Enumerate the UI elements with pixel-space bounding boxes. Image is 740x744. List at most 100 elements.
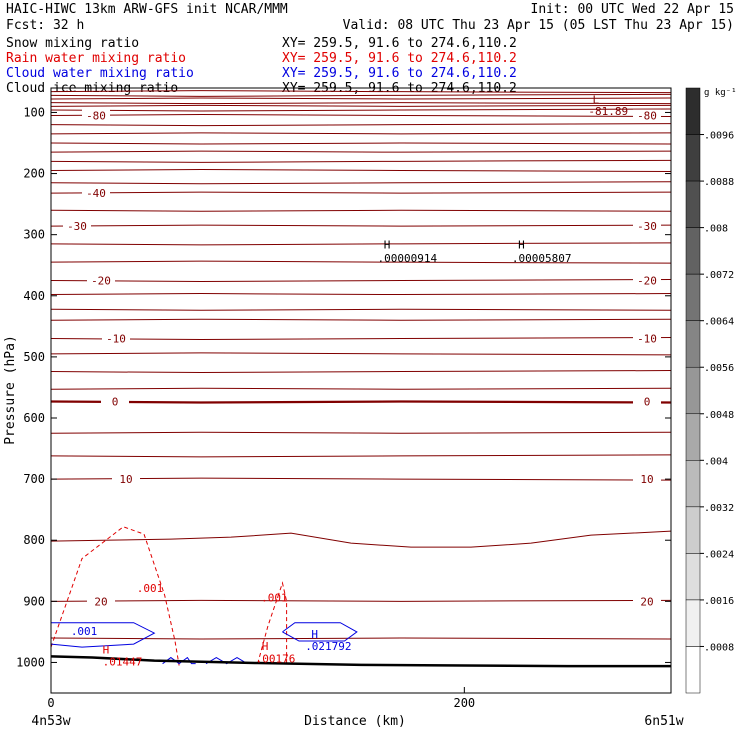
colorbar-label: .0024 — [704, 549, 734, 560]
rain-contour — [257, 581, 288, 664]
colorbar-label: .0008 — [704, 642, 734, 653]
field-xy: XY= 259.5, 91.6 to 274.6,110.2 — [282, 66, 517, 81]
contour-annotation: .00005807 — [512, 252, 572, 265]
temperature-line — [50, 90, 672, 94]
temperature-label: -30 — [67, 220, 87, 233]
temperature-line — [50, 308, 672, 311]
temperature-line — [50, 159, 672, 163]
temperature-label: -20 — [91, 275, 111, 288]
temperature-label-bg — [63, 220, 91, 233]
field-xy: XY= 259.5, 91.6 to 274.6,110.2 — [282, 51, 517, 66]
y-tick-label: 700 — [23, 472, 45, 486]
x-axis-label: Distance (km) — [304, 714, 406, 729]
temperature-line — [50, 318, 672, 321]
temperature-line — [50, 168, 672, 172]
temperature-label: -40 — [86, 187, 106, 200]
colorbar-swatch — [685, 646, 701, 694]
y-tick-label: 900 — [23, 594, 45, 608]
colorbar-swatch — [685, 87, 701, 135]
contour-annotation: .01447 — [103, 656, 143, 669]
temperature-label-right: -80 — [637, 110, 657, 123]
temperature-line — [50, 123, 672, 127]
contour-annotation: L — [592, 93, 599, 106]
temperature-label-right: 10 — [640, 473, 653, 486]
contour-annotations: L-81.89H.00000914H.00005807H.021792H.001… — [103, 93, 628, 668]
temperature-line — [50, 209, 672, 212]
colorbar-swatch — [685, 134, 701, 182]
contour-annotation: -81.89 — [588, 105, 628, 118]
temperature-line — [50, 191, 672, 194]
colorbar-swatch — [685, 180, 701, 228]
temperature-label: -10 — [106, 333, 126, 346]
temperature-label-bg — [633, 274, 661, 287]
temperature-label-right: -30 — [637, 220, 657, 233]
colorbar-swatch — [685, 599, 701, 647]
temperature-label-bg — [112, 473, 140, 486]
temperature-line — [50, 260, 672, 264]
colorbar-swatch — [685, 273, 701, 321]
temperature-line — [50, 599, 672, 602]
y-tick-label: 400 — [23, 289, 45, 303]
rain-contour-label: .001 — [261, 591, 288, 604]
temperature-line — [50, 102, 672, 105]
field-name: Cloud water mixing ratio — [6, 66, 194, 81]
temperature-label-bg — [87, 595, 115, 608]
init-time: Init: 00 UTC Wed 22 Apr 15 — [531, 2, 735, 17]
temperature-label-bg — [633, 595, 661, 608]
contour-annotation: H — [518, 239, 525, 252]
temperature-line — [50, 150, 672, 153]
colorbar-swatch — [685, 320, 701, 368]
valid-time: Valid: 08 UTC Thu 23 Apr 15 (05 LST Thu … — [343, 18, 734, 33]
x-tick-label: 200 — [453, 696, 475, 710]
temperature-label-right: 20 — [640, 595, 653, 608]
temperature-label-bg — [87, 274, 115, 287]
field-list: Snow mixing ratio XY= 259.5, 91.6 to 274.… — [6, 36, 517, 96]
temperature-line — [50, 132, 672, 135]
temperature-label-right: -20 — [637, 275, 657, 288]
plot-area: -80 -80 -40 -30 -30 -20 -20 -10 -10 0 0 10 10 20 20 .0… — [16, 87, 672, 710]
temperature-label: -80 — [86, 110, 106, 123]
colorbar-label: .0064 — [704, 317, 734, 328]
colorbar-label: .0056 — [704, 363, 734, 374]
temperature-line — [50, 637, 672, 640]
contour-annotation: H — [262, 640, 269, 653]
temperature-line — [50, 279, 672, 283]
temperature-contours: -80 -80 -40 -30 -30 -20 -20 -10 -10 0 0 10 10 20 20 — [50, 90, 672, 640]
contour-annotation: H — [311, 628, 318, 641]
y-tick-label: 100 — [23, 105, 45, 119]
cloud-water-contour-label: .001 — [71, 625, 98, 638]
temperature-line — [50, 477, 672, 481]
colorbar-unit: g kg⁻¹ — [704, 88, 737, 98]
temperature-label-bg — [633, 473, 661, 486]
colorbar-label: .004 — [704, 456, 728, 467]
colorbar-label: .0072 — [704, 270, 734, 281]
field-name: Rain water mixing ratio — [6, 51, 186, 66]
temperature-label-bg — [633, 220, 661, 233]
temperature-line — [50, 181, 672, 185]
temperature-line — [50, 224, 672, 227]
y-tick-label: 1000 — [16, 655, 45, 669]
colorbar-swatch — [685, 366, 701, 415]
temperature-label: 20 — [94, 595, 107, 608]
colorbar-swatch — [685, 553, 701, 601]
y-tick-label: 500 — [23, 350, 45, 364]
temperature-label-bg — [633, 332, 661, 345]
temperature-label-right: 0 — [644, 396, 651, 409]
temperature-label-bg — [633, 395, 661, 408]
forecast-hour: Fcst: 32 h — [6, 18, 84, 33]
colorbar-swatch — [685, 506, 701, 554]
temperature-line — [50, 142, 672, 145]
temperature-line — [50, 293, 672, 296]
y-tick-label: 800 — [23, 533, 45, 547]
colorbar-label: .0088 — [704, 177, 734, 188]
cloud-water-contour — [282, 622, 358, 642]
temperature-line — [50, 97, 672, 100]
contour-annotation: H — [384, 239, 391, 252]
x-tick-label: 0 — [47, 696, 54, 710]
temperature-label-bg — [102, 332, 130, 345]
rain-contour — [50, 526, 180, 666]
temperature-line — [50, 370, 672, 374]
temperature-line — [50, 337, 672, 341]
